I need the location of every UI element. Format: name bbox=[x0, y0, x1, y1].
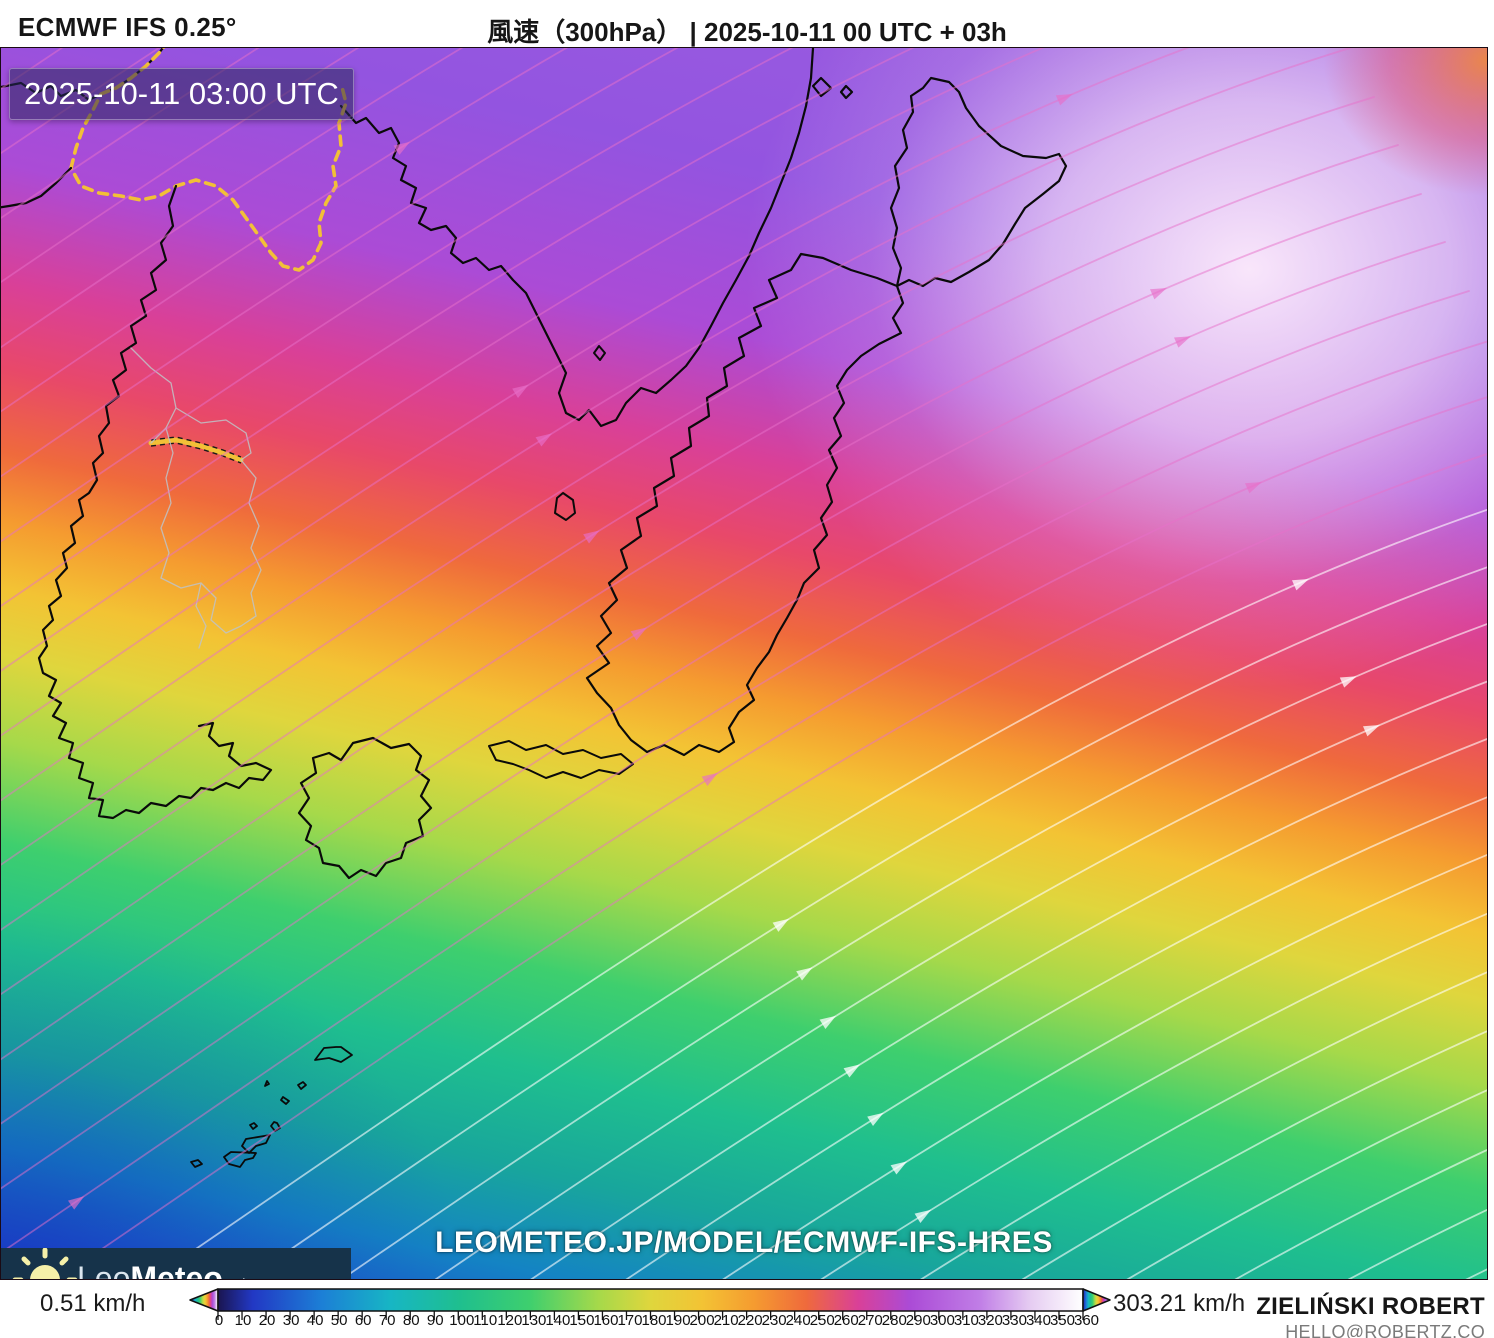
svg-text:LeoMeteo: LeoMeteo bbox=[77, 1260, 223, 1280]
svg-text:.jp: .jp bbox=[238, 1276, 254, 1280]
